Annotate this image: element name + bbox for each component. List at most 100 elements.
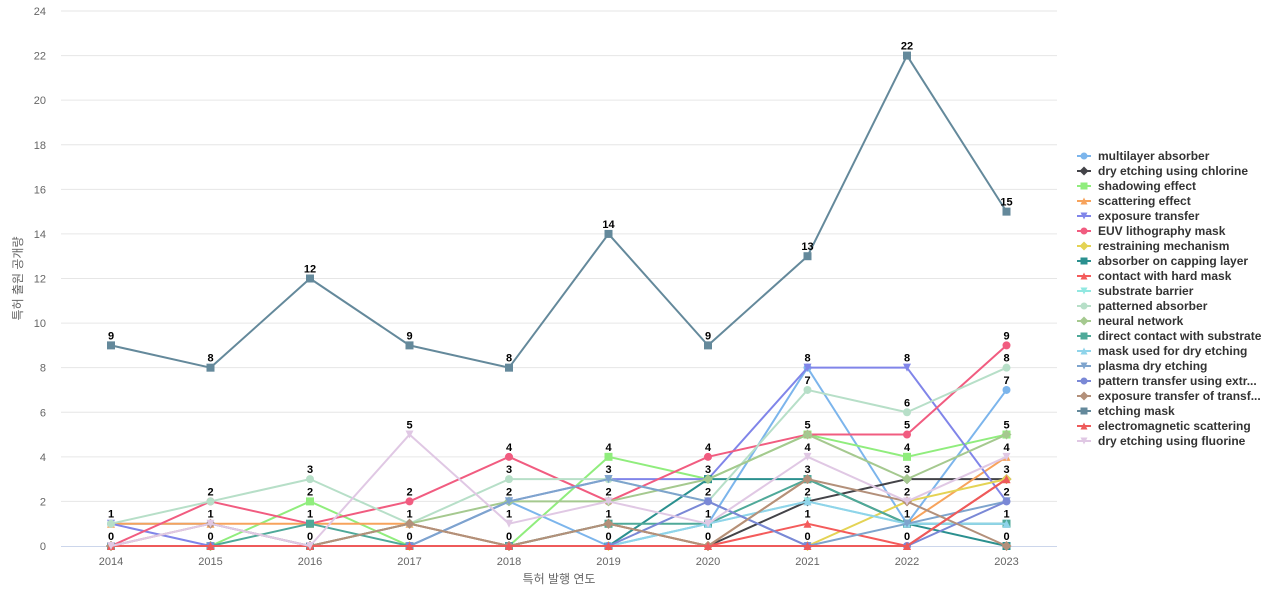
data-point[interactable] (1002, 497, 1011, 506)
data-point[interactable] (803, 542, 812, 550)
data-point[interactable] (107, 341, 115, 350)
data-point[interactable] (903, 408, 911, 417)
legend-item[interactable]: shadowing effect (1077, 179, 1196, 193)
legend-item[interactable]: absorber on capping layer (1077, 254, 1248, 268)
data-point[interactable] (604, 475, 613, 484)
data-point[interactable] (803, 385, 812, 394)
data-label: 2 (406, 486, 412, 498)
data-label: 4 (506, 442, 513, 454)
data-point[interactable] (405, 341, 414, 350)
legend-item[interactable]: direct contact with substrate (1077, 329, 1262, 343)
data-point[interactable] (1002, 385, 1011, 394)
legend-item[interactable]: substrate barrier (1077, 284, 1194, 298)
legend-label: contact with hard mask (1098, 269, 1232, 283)
data-point[interactable] (803, 252, 812, 261)
data-point[interactable] (107, 542, 115, 550)
data-point[interactable] (903, 51, 911, 60)
data-label: 13 (801, 241, 813, 253)
legend-item[interactable]: contact with hard mask (1077, 269, 1232, 283)
legend-item[interactable]: restraining mechanism (1077, 239, 1229, 253)
data-point[interactable] (704, 497, 712, 506)
data-point[interactable] (903, 519, 911, 528)
series-euv-lithography-mask[interactable] (107, 341, 1011, 550)
legend-item[interactable]: dry etching using fluorine (1077, 434, 1246, 448)
data-point[interactable] (1002, 475, 1011, 484)
data-point[interactable] (405, 542, 414, 550)
data-label: 3 (705, 464, 711, 476)
data-point[interactable] (903, 430, 911, 439)
data-point[interactable] (703, 474, 713, 485)
data-point[interactable] (903, 363, 911, 372)
data-point[interactable] (505, 363, 513, 372)
data-point[interactable] (306, 519, 314, 528)
data-label: 7 (804, 375, 810, 387)
data-point[interactable] (704, 542, 712, 550)
data-point[interactable] (505, 519, 513, 528)
data-point[interactable] (1002, 207, 1011, 216)
legend-item[interactable]: etching mask (1077, 404, 1175, 418)
data-point[interactable] (803, 363, 812, 372)
data-point[interactable] (404, 518, 415, 529)
data-point[interactable] (802, 474, 813, 485)
data-point[interactable] (206, 363, 215, 372)
data-point[interactable] (803, 452, 812, 461)
data-point[interactable] (604, 497, 613, 506)
data-point[interactable] (306, 274, 314, 283)
data-point[interactable] (704, 341, 712, 350)
data-point[interactable] (107, 519, 115, 528)
legend-item[interactable]: dry etching using chlorine (1077, 164, 1248, 178)
data-point[interactable] (306, 475, 314, 484)
data-point[interactable] (405, 430, 414, 439)
legend-item[interactable]: electromagnetic scattering (1077, 419, 1251, 433)
data-point[interactable] (604, 542, 613, 550)
data-point[interactable] (505, 497, 513, 506)
data-point[interactable] (505, 542, 513, 550)
data-point[interactable] (1002, 452, 1011, 461)
data-point[interactable] (803, 497, 812, 506)
data-label: 22 (901, 41, 913, 53)
legend-item[interactable]: exposure transfer of transf... (1077, 389, 1261, 403)
legend-item[interactable]: multilayer absorber (1077, 149, 1210, 163)
data-point[interactable] (405, 497, 414, 506)
legend-item[interactable]: mask used for dry etching (1077, 344, 1247, 358)
x-tick-label: 2018 (497, 556, 521, 568)
data-point[interactable] (903, 497, 911, 506)
data-point[interactable] (604, 229, 613, 238)
data-point[interactable] (802, 429, 813, 440)
data-point[interactable] (306, 542, 314, 550)
data-point[interactable] (206, 542, 215, 550)
data-label: 0 (705, 531, 711, 543)
data-point[interactable] (604, 452, 613, 461)
data-point[interactable] (1001, 541, 1012, 551)
legend-item[interactable]: scattering effect (1077, 194, 1191, 208)
data-label: 0 (207, 531, 213, 543)
data-point[interactable] (903, 542, 911, 550)
data-label: 1 (506, 509, 512, 521)
data-label: 3 (307, 464, 313, 476)
legend-item[interactable]: EUV lithography mask (1077, 224, 1226, 238)
data-label: 0 (108, 531, 114, 543)
legend-item[interactable]: neural network (1077, 314, 1184, 328)
data-point[interactable] (505, 452, 513, 461)
legend-item[interactable]: patterned absorber (1077, 299, 1208, 313)
data-point[interactable] (505, 475, 513, 484)
data-point[interactable] (1002, 341, 1011, 350)
data-point[interactable] (903, 452, 911, 461)
legend-item[interactable]: exposure transfer (1077, 209, 1200, 223)
data-point[interactable] (603, 518, 614, 529)
series-etching-mask[interactable] (107, 51, 1011, 372)
data-point[interactable] (306, 497, 314, 506)
series-patterned-absorber[interactable] (107, 363, 1011, 528)
data-point[interactable] (206, 497, 215, 506)
series-dry-etching-using-fluorine[interactable] (107, 430, 1011, 550)
data-point[interactable] (704, 519, 712, 528)
legend-item[interactable]: plasma dry etching (1077, 359, 1207, 373)
data-point[interactable] (1001, 429, 1012, 440)
data-point[interactable] (803, 519, 812, 528)
data-point[interactable] (1002, 363, 1011, 372)
data-point[interactable] (902, 474, 912, 485)
data-point[interactable] (704, 452, 712, 461)
legend-item[interactable]: pattern transfer using extr... (1077, 374, 1257, 388)
data-point[interactable] (1002, 519, 1011, 528)
data-point[interactable] (206, 519, 215, 528)
